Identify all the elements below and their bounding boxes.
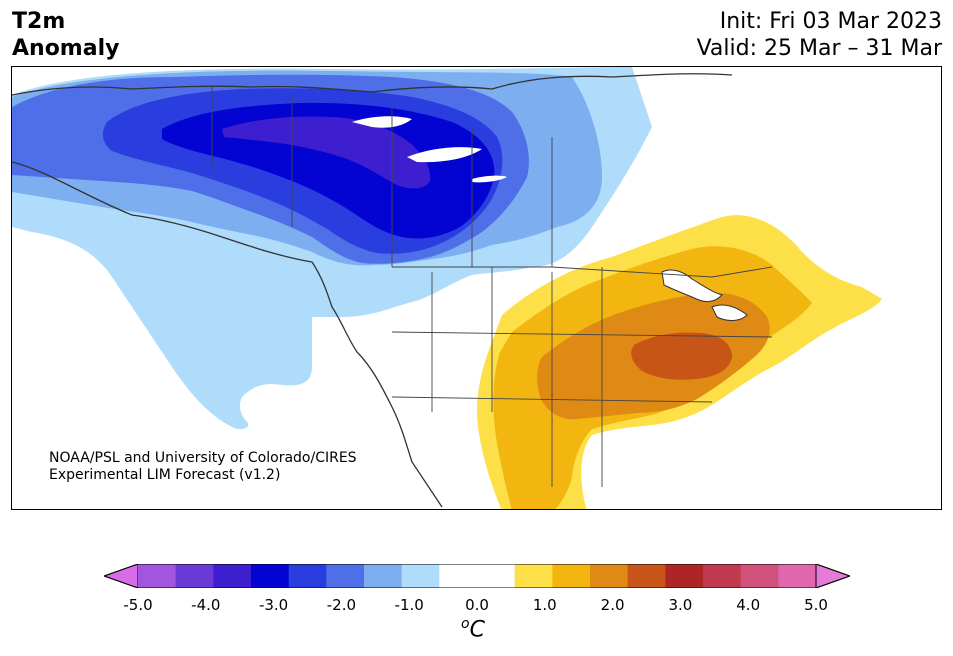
colorbar-swatch: [477, 564, 516, 588]
valid-range: Valid: 25 Mar – 31 Mar: [696, 36, 942, 61]
hudson-bay-ice: [352, 116, 507, 183]
colorbar-swatch: [138, 564, 177, 588]
title-line-1: T2m: [12, 9, 66, 34]
colorbar-unit: oC: [461, 616, 485, 642]
colorbar-tick-label: 3.0: [668, 596, 693, 614]
colorbar-tick-label: 5.0: [804, 596, 828, 614]
colorbar-extend-high: [815, 564, 850, 588]
credit-line-2: Experimental LIM Forecast (v1.2): [49, 467, 281, 483]
cold-contour-minus-3: [222, 116, 431, 189]
unit-degree: o: [461, 616, 470, 632]
colorbar-tick-label: -1.0: [394, 596, 424, 614]
colorbar: [104, 564, 850, 588]
colorbar-ticks: -5.0 -4.0 -3.0 -2.0 -1.0 0.0 1.0 2.0 3.0 4.0 5.0: [0, 596, 953, 616]
colorbar-swatch: [514, 564, 553, 588]
colorbar-tick-label: -3.0: [258, 596, 289, 614]
warm-contour-2: [631, 332, 732, 380]
colorbar-extend-low: [104, 564, 139, 588]
colorbar-swatch: [627, 564, 666, 588]
colorbar-swatch: [665, 564, 704, 588]
colorbar-tick-label: 1.0: [532, 596, 557, 614]
colorbar-swatch: [326, 564, 365, 588]
colorbar-tick-label: -2.0: [326, 596, 357, 614]
colorbar-swatch: [288, 564, 327, 588]
map-canvas: [12, 67, 882, 509]
anomaly-map: [11, 66, 942, 510]
map-title: T2m Anomaly: [12, 8, 119, 62]
colorbar-swatch: [552, 564, 591, 588]
great-lakes: [661, 269, 748, 321]
credit-line-1: NOAA/PSL and University of Colorado/CIRE…: [49, 450, 357, 466]
colorbar-swatch: [740, 564, 779, 588]
coastline: [12, 73, 733, 508]
colorbar-swatch: [251, 564, 290, 588]
colorbar-tick-label: -4.0: [191, 596, 221, 614]
init-date: Init: Fri 03 Mar 2023: [719, 9, 942, 34]
colorbar-swatch: [364, 564, 403, 588]
unit-letter: C: [469, 617, 485, 643]
colorbar-swatch: [439, 564, 478, 588]
title-line-2: Anomaly: [12, 36, 120, 61]
colorbar-tick-label: 2.0: [600, 596, 625, 614]
colorbar-tick-label: 0.0: [465, 596, 489, 614]
colorbar-swatch: [175, 564, 214, 588]
colorbar-tick-label: -5.0: [123, 596, 153, 614]
colorbar-swatch: [401, 564, 440, 588]
colorbar-swatch: [778, 564, 817, 588]
colorbar-swatch: [213, 564, 252, 588]
credit-text: NOAA/PSL and University of Colorado/CIRE…: [49, 450, 357, 484]
state-borders: [211, 87, 773, 487]
colorbar-swatch: [703, 564, 742, 588]
colorbar-tick-label: 4.0: [736, 596, 761, 614]
colorbar-swatch: [590, 564, 629, 588]
forecast-dates: Init: Fri 03 Mar 2023 Valid: 25 Mar – 31…: [697, 8, 942, 62]
